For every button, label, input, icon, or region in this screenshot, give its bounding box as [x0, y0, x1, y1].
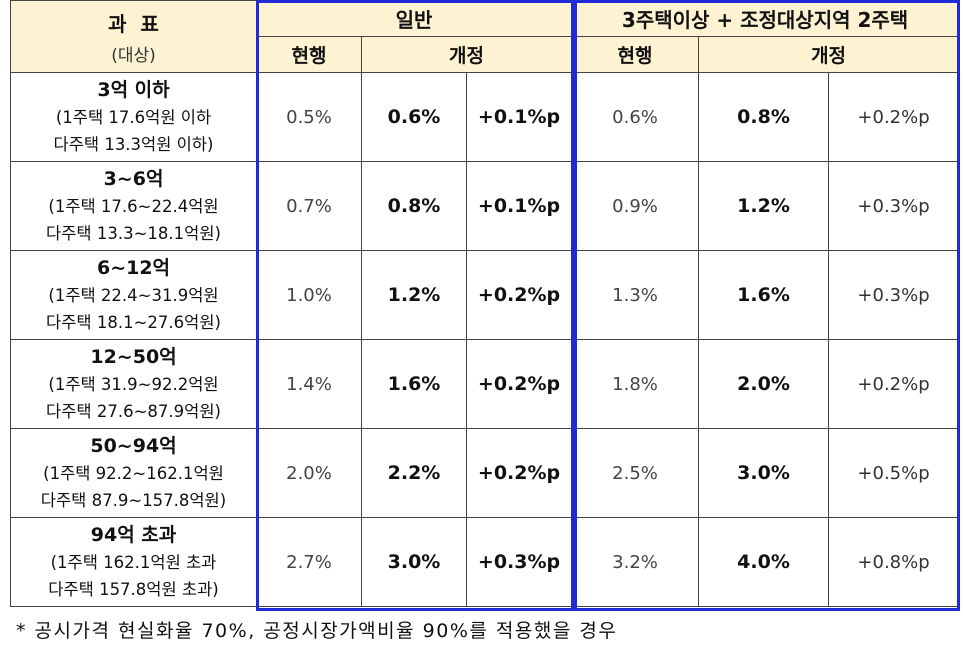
- general-current-rate: 1.0%: [256, 250, 362, 340]
- multi-rate-change: +0.5%p: [828, 428, 960, 518]
- multi-current-rate: 0.6%: [571, 72, 700, 162]
- multi-rate-change: +0.3%p: [828, 250, 960, 340]
- general-revised-rate: 3.0%: [361, 517, 467, 607]
- tax-base-cell: 3억 이하 (1주택 17.6억원 이하 다주택 13.3억원 이하): [10, 72, 257, 162]
- multi-home-range: 다주택 27.6~87.9억원): [46, 401, 221, 421]
- single-home-range: (1주택 162.1억원 초과: [50, 552, 217, 572]
- general-revised-rate: 0.6%: [361, 72, 467, 162]
- bracket-label: 50~94억: [90, 434, 177, 457]
- bracket-label: 6~12억: [96, 256, 171, 279]
- header-multi-home-group: 3주택이상 + 조정대상지역 2주택: [571, 0, 960, 37]
- general-rate-change: +0.1%p: [465, 72, 573, 162]
- table-row: 94억 초과 (1주택 162.1억원 초과 다주택 157.8억원 초과) 2…: [10, 517, 960, 607]
- bracket-label: 3억 이하: [97, 78, 170, 101]
- multi-home-range: 다주택 13.3~18.1억원): [46, 223, 221, 243]
- header-multi-current: 현행: [571, 36, 700, 73]
- single-home-range: (1주택 17.6~22.4억원: [48, 196, 219, 216]
- multi-current-rate: 1.8%: [571, 339, 700, 429]
- general-revised-rate: 1.2%: [361, 250, 467, 340]
- table-row: 3~6억 (1주택 17.6~22.4억원 다주택 13.3~18.1억원) 0…: [10, 161, 960, 251]
- general-revised-rate: 0.8%: [361, 161, 467, 251]
- multi-rate-change: +0.3%p: [828, 161, 960, 251]
- multi-revised-rate: 0.8%: [698, 72, 830, 162]
- multi-home-range: 다주택 18.1~27.6억원): [46, 312, 221, 332]
- multi-current-rate: 1.3%: [571, 250, 700, 340]
- multi-home-range: 다주택 13.3억원 이하): [53, 134, 214, 154]
- header-general-group: 일반: [255, 0, 573, 37]
- multi-home-range: 다주택 157.8억원 초과): [48, 579, 219, 599]
- tax-base-cell: 94억 초과 (1주택 162.1억원 초과 다주택 157.8억원 초과): [10, 517, 257, 607]
- general-rate-change: +0.1%p: [465, 161, 573, 251]
- general-current-rate: 2.7%: [256, 517, 362, 607]
- multi-current-rate: 2.5%: [571, 428, 700, 518]
- footnote: * 공시가격 현실화율 70%, 공정시장가액비율 90%를 적용했을 경우: [16, 620, 618, 642]
- single-home-range: (1주택 31.9~92.2억원: [48, 374, 219, 394]
- general-rate-change: +0.2%p: [465, 250, 573, 340]
- general-current-rate: 1.4%: [256, 339, 362, 429]
- multi-revised-rate: 2.0%: [698, 339, 830, 429]
- multi-revised-rate: 1.6%: [698, 250, 830, 340]
- table-row: 12~50억 (1주택 31.9~92.2억원 다주택 27.6~87.9억원)…: [10, 339, 960, 429]
- multi-current-rate: 0.9%: [571, 161, 700, 251]
- tax-rate-table: 과 표 (대상) 일반 3주택이상 + 조정대상지역 2주택 현행 개정 현행 …: [10, 0, 960, 607]
- tax-base-cell: 6~12억 (1주택 22.4~31.9억원 다주택 18.1~27.6억원): [10, 250, 257, 340]
- table-row: 3억 이하 (1주택 17.6억원 이하 다주택 13.3억원 이하) 0.5%…: [10, 72, 960, 162]
- multi-rate-change: +0.2%p: [828, 72, 960, 162]
- header-tax-base-label: 과 표: [108, 11, 159, 36]
- table-row: 50~94억 (1주택 92.2~162.1억원 다주택 87.9~157.8억…: [10, 428, 960, 518]
- header-multi-revised: 개정: [698, 36, 960, 73]
- single-home-range: (1주택 17.6억원 이하: [55, 107, 212, 127]
- single-home-range: (1주택 92.2~162.1억원: [43, 463, 224, 483]
- general-current-rate: 0.5%: [256, 72, 362, 162]
- general-rate-change: +0.2%p: [465, 339, 573, 429]
- general-current-rate: 2.0%: [256, 428, 362, 518]
- general-current-rate: 0.7%: [256, 161, 362, 251]
- multi-current-rate: 3.2%: [571, 517, 700, 607]
- multi-rate-change: +0.8%p: [828, 517, 960, 607]
- header-general-revised: 개정: [360, 36, 573, 73]
- general-revised-rate: 2.2%: [361, 428, 467, 518]
- bracket-label: 12~50억: [90, 345, 177, 368]
- multi-revised-rate: 4.0%: [698, 517, 830, 607]
- tax-rate-table-wrapper: 과 표 (대상) 일반 3주택이상 + 조정대상지역 2주택 현행 개정 현행 …: [10, 0, 960, 607]
- tax-base-cell: 50~94억 (1주택 92.2~162.1억원 다주택 87.9~157.8억…: [10, 428, 257, 518]
- tax-base-cell: 3~6억 (1주택 17.6~22.4억원 다주택 13.3~18.1억원): [10, 161, 257, 251]
- tax-base-cell: 12~50억 (1주택 31.9~92.2억원 다주택 27.6~87.9억원): [10, 339, 257, 429]
- multi-rate-change: +0.2%p: [828, 339, 960, 429]
- general-rate-change: +0.2%p: [465, 428, 573, 518]
- header-general-current: 현행: [256, 36, 362, 73]
- header-target-label: (대상): [111, 45, 156, 66]
- multi-revised-rate: 1.2%: [698, 161, 830, 251]
- multi-home-range: 다주택 87.9~157.8억원): [40, 490, 227, 510]
- table-row: 6~12억 (1주택 22.4~31.9억원 다주택 18.1~27.6억원) …: [10, 250, 960, 340]
- general-revised-rate: 1.6%: [361, 339, 467, 429]
- bracket-label: 94억 초과: [90, 523, 177, 546]
- bracket-label: 3~6억: [103, 167, 164, 190]
- multi-revised-rate: 3.0%: [698, 428, 830, 518]
- single-home-range: (1주택 22.4~31.9억원: [48, 285, 219, 305]
- header-tax-base: 과 표 (대상): [10, 0, 257, 73]
- general-rate-change: +0.3%p: [465, 517, 573, 607]
